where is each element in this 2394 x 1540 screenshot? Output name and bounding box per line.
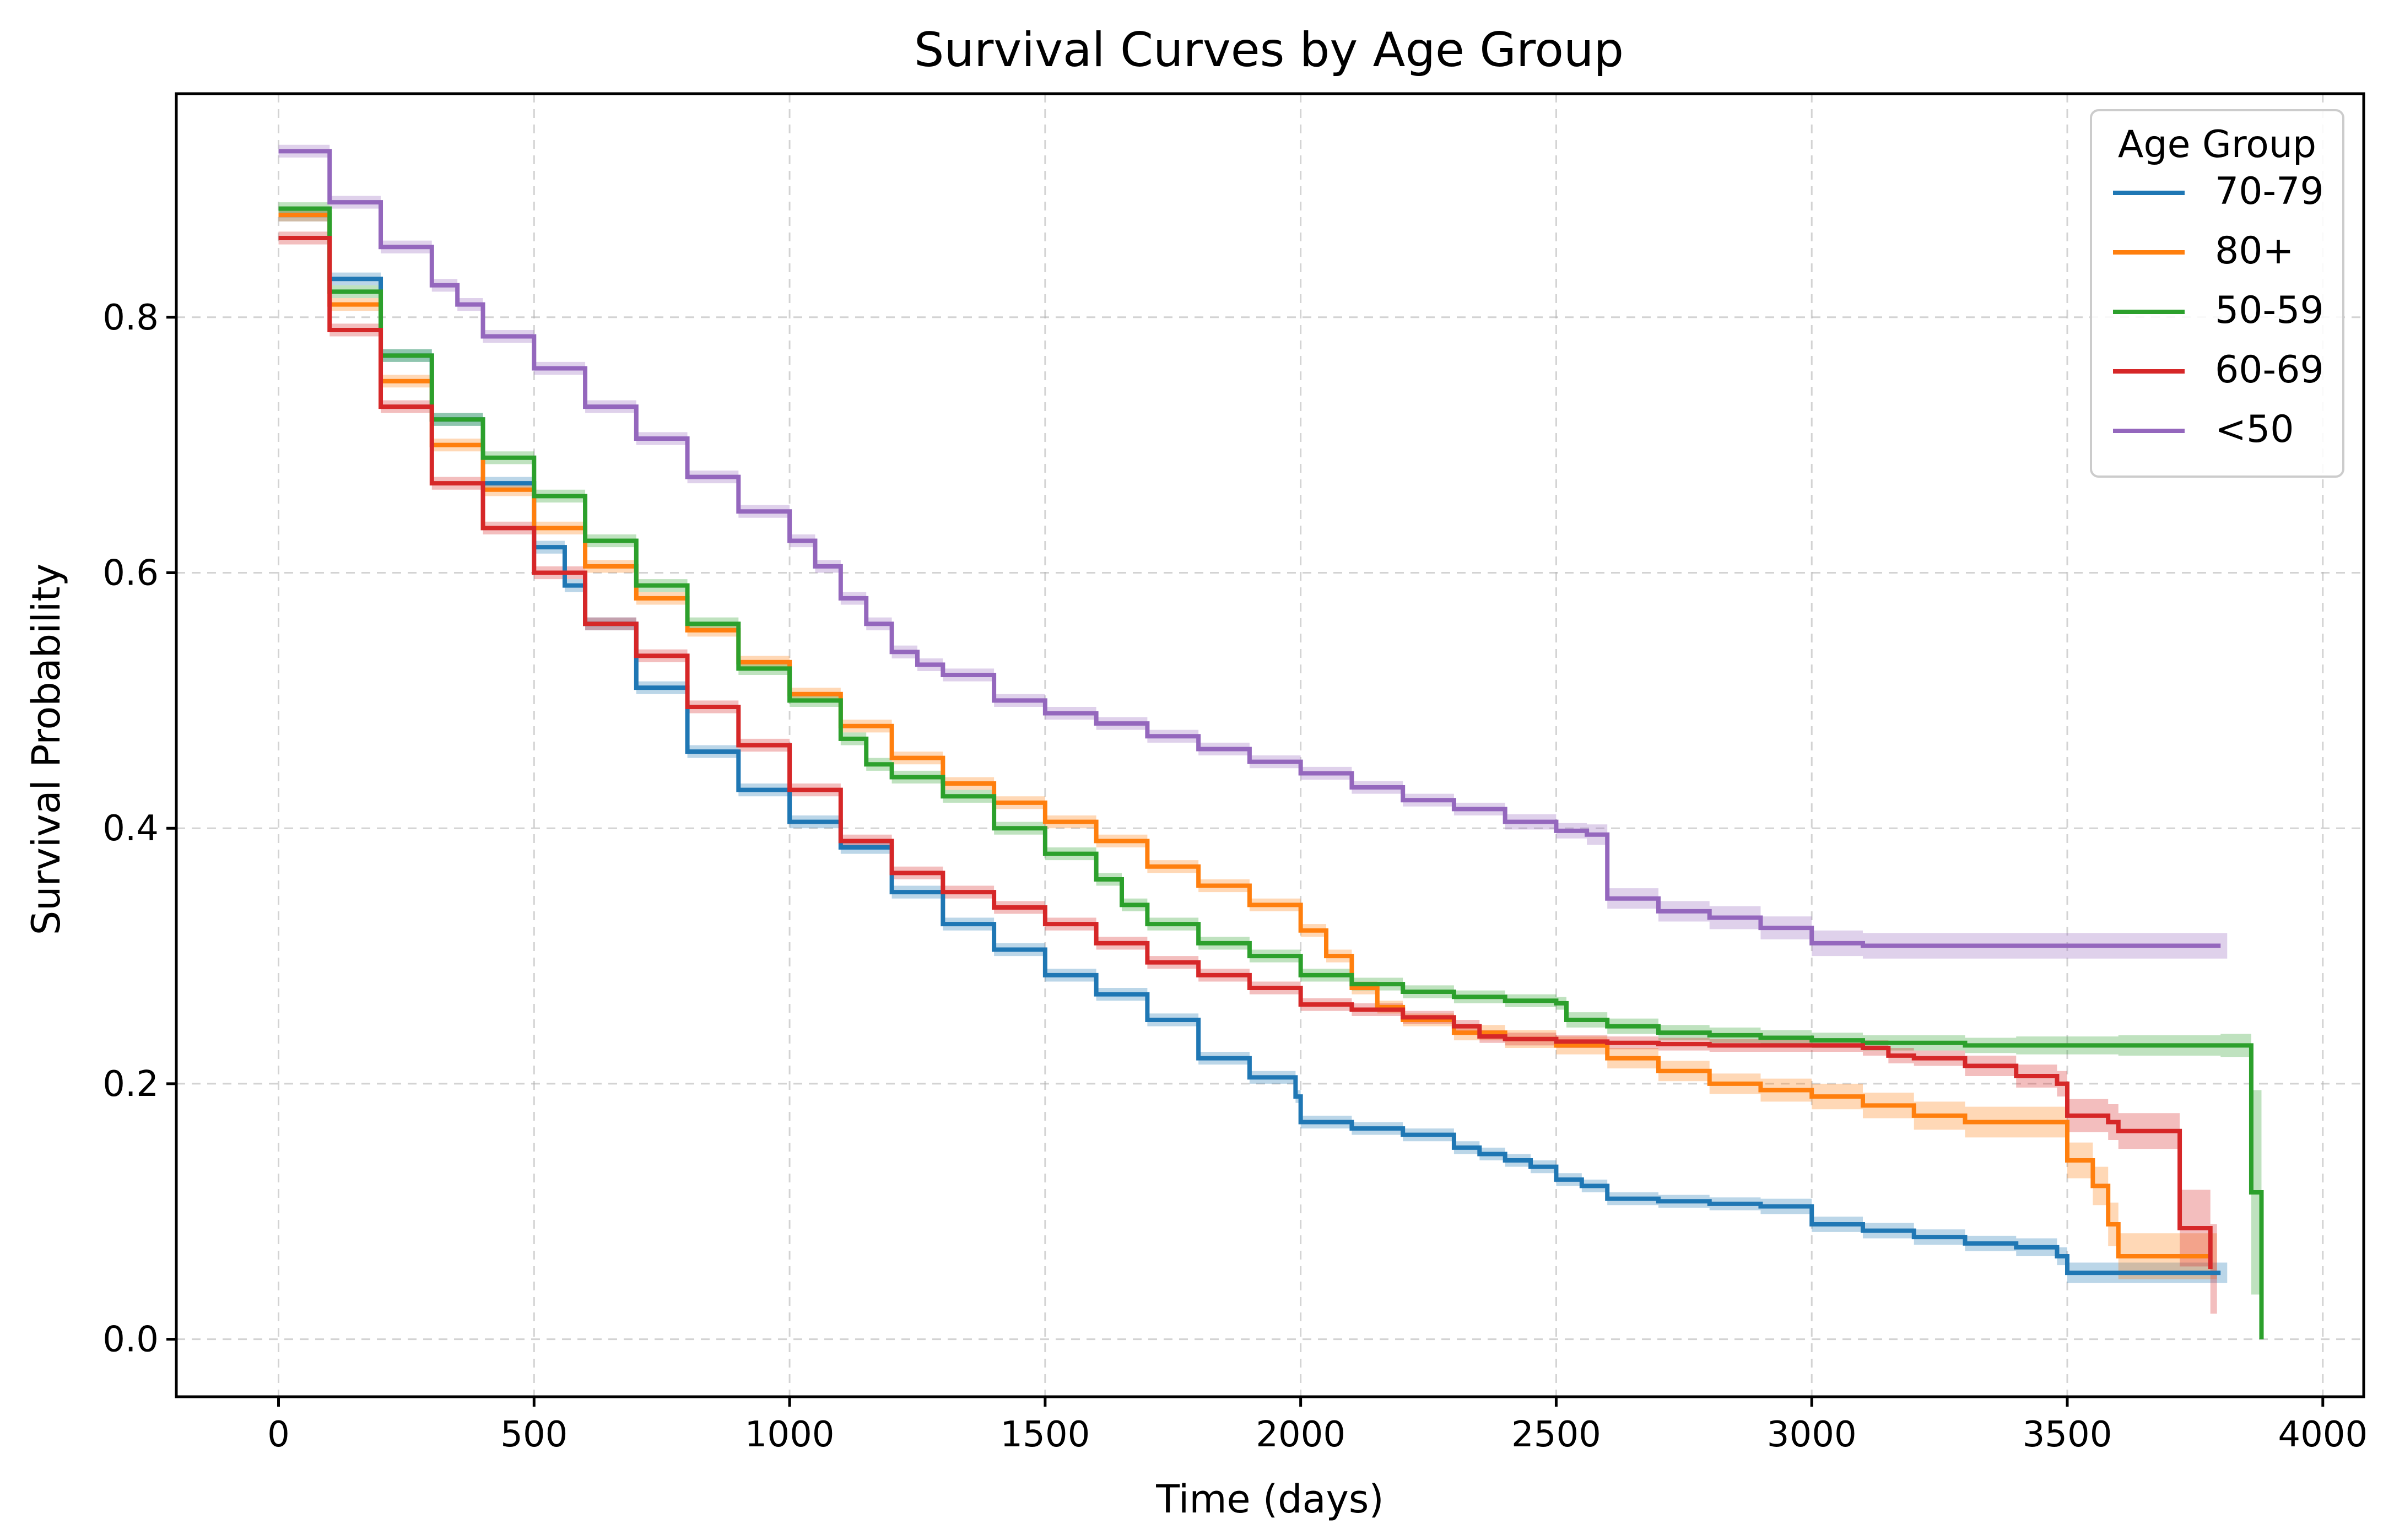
legend-items: 70-79 80+ 50-59 60-69 <50 bbox=[2113, 170, 2324, 451]
legend-title: Age Group bbox=[2118, 123, 2316, 166]
plot-frame bbox=[175, 92, 2365, 1398]
y-tick-label: 0.4 bbox=[102, 808, 159, 849]
legend-label: 70-79 bbox=[2215, 170, 2324, 213]
legend: Age Group 70-79 80+ 50-59 60-69 <50 bbox=[2090, 109, 2344, 478]
series-lines bbox=[278, 149, 2264, 1339]
x-tick-label: 2000 bbox=[1256, 1414, 1345, 1455]
series-3-line bbox=[278, 206, 2264, 1339]
x-axis-ticks: 0 500 1000 1500 2000 2500 3000 3500 4000 bbox=[267, 1397, 2368, 1455]
x-axis-label: Time (days) bbox=[1155, 1477, 1384, 1522]
legend-label: 80+ bbox=[2215, 229, 2294, 273]
y-tick-label: 0.0 bbox=[102, 1320, 159, 1360]
series-5-line bbox=[278, 149, 2221, 948]
legend-label: 50-59 bbox=[2215, 289, 2324, 332]
x-tick-label: 1000 bbox=[745, 1414, 835, 1455]
y-tick-label: 0.8 bbox=[102, 298, 159, 338]
x-tick-label: 4000 bbox=[2278, 1414, 2368, 1455]
y-tick-label: 0.2 bbox=[102, 1064, 159, 1105]
x-tick-label: 0 bbox=[267, 1414, 290, 1455]
x-tick-label: 2500 bbox=[1511, 1414, 1601, 1455]
series-4-ci-band bbox=[278, 231, 2217, 1314]
legend-label: 60-69 bbox=[2215, 348, 2324, 392]
y-axis-ticks: 0.0 0.2 0.4 0.6 0.8 bbox=[102, 298, 176, 1360]
confidence-bands bbox=[278, 144, 2268, 1339]
series-4-line bbox=[278, 236, 2213, 1269]
y-tick-label: 0.6 bbox=[102, 553, 159, 593]
x-tick-label: 1500 bbox=[1000, 1414, 1090, 1455]
legend-label: <50 bbox=[2215, 408, 2294, 451]
y-axis-label: Survival Probability bbox=[24, 564, 69, 936]
chart-title: Survival Curves by Age Group bbox=[914, 23, 1624, 78]
series-5-ci-band bbox=[278, 144, 2228, 959]
x-tick-label: 3000 bbox=[1767, 1414, 1857, 1455]
legend-box bbox=[2090, 109, 2344, 478]
grid bbox=[176, 94, 2364, 1397]
x-tick-label: 3500 bbox=[2023, 1414, 2112, 1455]
x-tick-label: 500 bbox=[500, 1414, 568, 1455]
